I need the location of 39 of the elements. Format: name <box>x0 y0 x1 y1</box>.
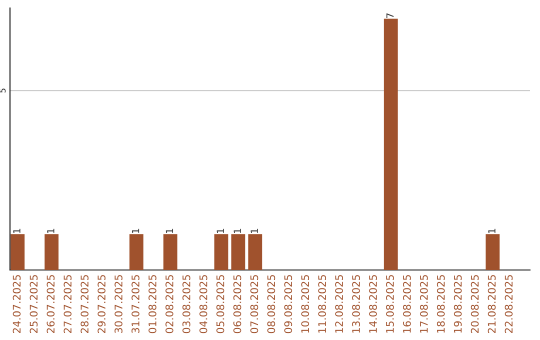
x-tick-label: 07.08.2025 <box>250 275 258 334</box>
x-tick-label: 05.08.2025 <box>216 275 224 334</box>
data-label: 7 <box>386 13 394 18</box>
x-tick-label: 26.07.2025 <box>46 275 55 334</box>
x-tick-label: 18.08.2025 <box>436 275 445 333</box>
x-tick-label: 02.08.2025 <box>165 275 174 334</box>
x-tick-label: 19.08.2025 <box>454 275 462 333</box>
x-tick-label: 31.07.2025 <box>132 275 140 334</box>
x-tick-label: 27.07.2025 <box>64 275 72 334</box>
x-tick-label: 08.08.2025 <box>267 275 276 334</box>
x-tick-label: 04.08.2025 <box>199 275 208 334</box>
x-tick-label: 09.08.2025 <box>284 275 292 334</box>
x-tick-label: 28.07.2025 <box>80 275 89 334</box>
x-tick-label: 14.08.2025 <box>369 275 377 333</box>
x-tick-label: 15.08.2025 <box>386 275 394 333</box>
x-tick-label: 22.08.2025 <box>504 275 513 334</box>
x-tick-label: 21.08.2025 <box>488 275 496 334</box>
x-tick-label: 16.08.2025 <box>402 275 411 333</box>
x-tick-label: 03.08.2025 <box>182 275 190 334</box>
x-tick-label: 20.08.2025 <box>470 275 479 334</box>
x-tick-label: 12.08.2025 <box>335 275 344 333</box>
x-tick-label: 10.08.2025 <box>301 275 310 333</box>
x-tick-label: 29.07.2025 <box>98 275 106 334</box>
data-label: 1 <box>216 228 224 234</box>
data-label: 1 <box>132 228 140 234</box>
x-tick-label: 17.08.2025 <box>420 275 428 333</box>
x-tick-label: 13.08.2025 <box>352 275 360 333</box>
x-tick-label: 25.07.2025 <box>30 275 38 334</box>
x-tick-label: 06.08.2025 <box>233 275 242 334</box>
x-tick-label: 11.08.2025 <box>318 275 326 333</box>
x-tick-label: 30.07.2025 <box>114 275 122 334</box>
data-label: 1 <box>47 228 54 234</box>
data-label: 1 <box>250 228 258 234</box>
data-label: 1 <box>488 228 496 234</box>
data-label: 1 <box>13 228 20 234</box>
data-label: 1 <box>234 228 241 234</box>
x-tick-label: 01.08.2025 <box>148 275 156 334</box>
x-tick-label: 24.07.2025 <box>12 275 21 334</box>
data-label: 1 <box>166 228 174 234</box>
